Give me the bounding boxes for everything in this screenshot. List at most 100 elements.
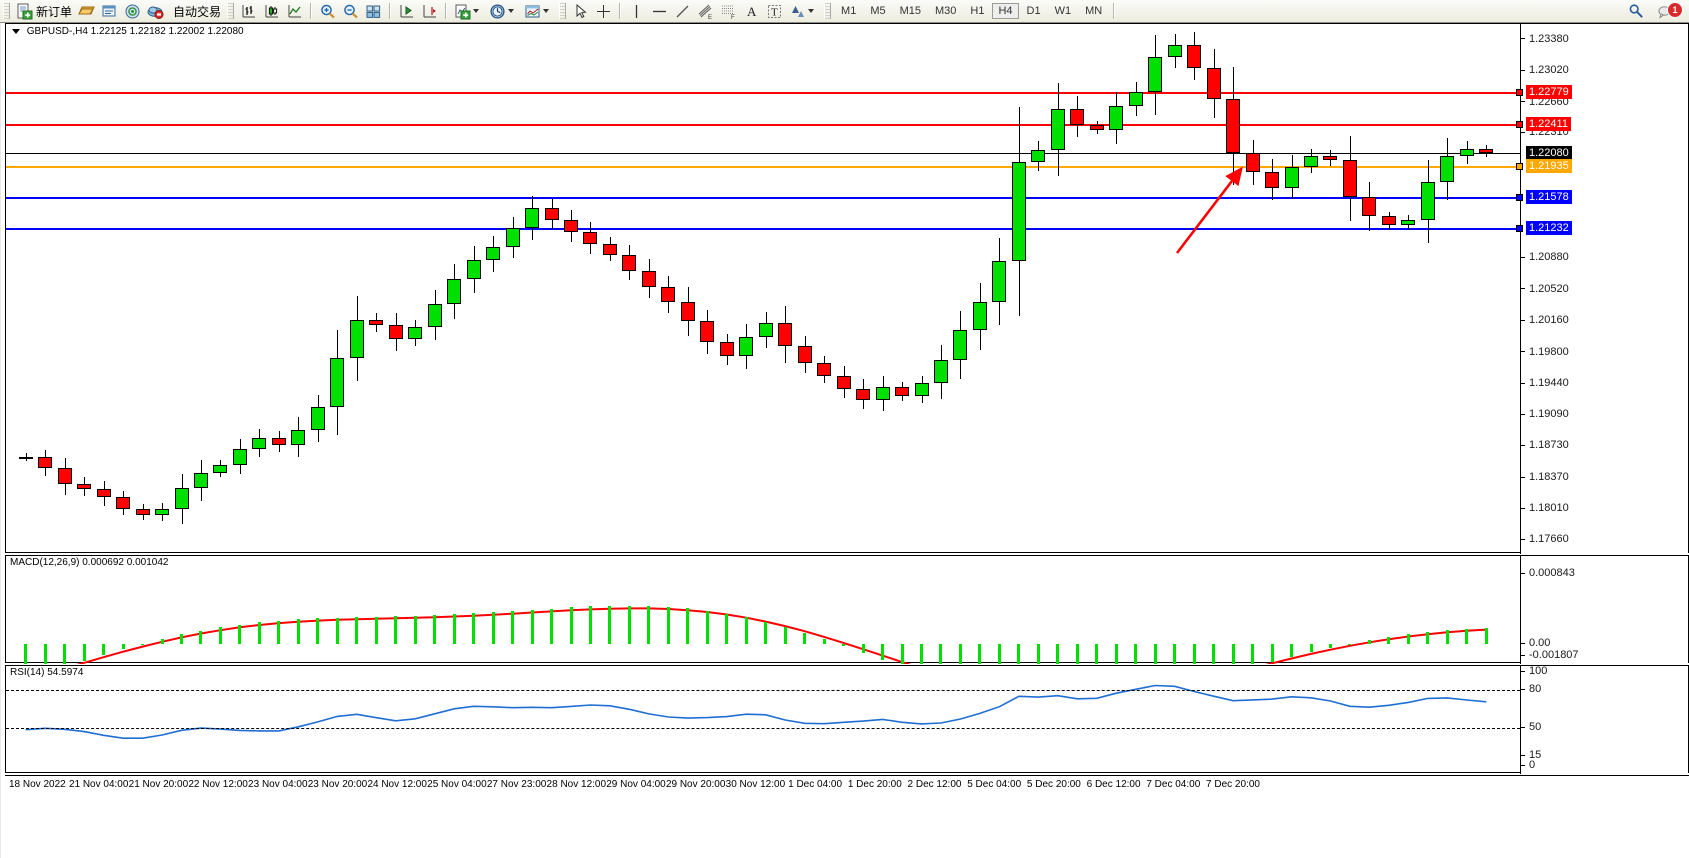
timeframe-mn[interactable]: MN [1085, 5, 1103, 17]
time-axis[interactable]: 18 Nov 2022 21 Nov 04:00 21 Nov 20:00 22 No… [5, 775, 1689, 797]
macd-bar [589, 606, 592, 644]
timeframe-h1[interactable]: H1 [970, 5, 985, 17]
horizontal-line-tool-button[interactable] [648, 1, 671, 21]
time-axis-label: 7 Dec 20:00 [1206, 779, 1260, 790]
candle-body [1090, 124, 1105, 130]
macd-bar [433, 615, 436, 644]
price-pane[interactable]: GBPUSD-,H4 1.22125 1.22182 1.22002 1.220… [5, 23, 1689, 554]
trendline-icon [674, 3, 691, 20]
chart-canvas-container[interactable]: GBPUSD-,H4 1.22125 1.22182 1.22002 1.220… [1, 23, 1689, 858]
price-tag-last-price[interactable]: 1.22080 [1526, 146, 1572, 161]
candle-body [1187, 44, 1202, 68]
timeframe-d1[interactable]: D1 [1026, 5, 1041, 17]
macd-bar [803, 633, 806, 644]
toolbar-gripper-4[interactable] [824, 3, 832, 19]
toolbar-gripper[interactable] [3, 3, 10, 19]
expert-advisor-button[interactable] [75, 1, 98, 21]
new-chart-dropdown-arrow[interactable] [473, 9, 480, 13]
candlestick-chart-button[interactable] [260, 1, 283, 21]
level-line-resistance[interactable] [6, 124, 1520, 127]
rsi-label: RSI(14) 54.5974 [10, 667, 84, 678]
trend-arrow-annotation[interactable] [6, 24, 1526, 554]
macd-bar [823, 639, 826, 644]
candle-body [681, 302, 696, 322]
zoom-in-icon [319, 3, 336, 20]
trendline-tool-button[interactable] [671, 1, 694, 21]
cursor-tool-button[interactable] [569, 1, 592, 21]
candle-body [136, 508, 151, 515]
candle-body [583, 232, 598, 244]
chart-grid-button[interactable] [362, 1, 385, 21]
price-tag-resistance[interactable]: 1.22411 [1526, 117, 1571, 132]
bar-chart-button[interactable] [237, 1, 260, 21]
templates-button[interactable] [521, 1, 556, 21]
main-toolbar: 新订单 [0, 0, 1689, 23]
toolbar-gripper-2[interactable] [227, 3, 235, 19]
candle-body [1109, 106, 1124, 130]
level-handle[interactable] [1516, 194, 1523, 202]
level-handle[interactable] [1516, 224, 1523, 232]
timeframe-h4[interactable]: H4 [992, 3, 1019, 19]
auto-scroll-button[interactable] [395, 1, 418, 21]
new-order-button[interactable]: 新订单 [13, 1, 75, 21]
period-button[interactable] [486, 1, 521, 21]
arrows-dropdown-arrow[interactable] [808, 9, 815, 13]
macd-bar [1076, 644, 1079, 664]
toolbar-separator-1 [310, 3, 313, 19]
chart-shift-button[interactable] [418, 1, 441, 21]
price-tag-support[interactable]: 1.21232 [1526, 220, 1572, 235]
level-handle[interactable] [1516, 121, 1523, 129]
rsi-pane[interactable]: RSI(14) 54.5974 100 80 50 15 0 [5, 665, 1689, 774]
period-dropdown-arrow[interactable] [508, 9, 515, 13]
rsi-tick: 50 [1521, 721, 1541, 733]
candle-body [330, 358, 345, 408]
vertical-line-tool-button[interactable] [625, 1, 648, 21]
equidistant-channel-tool-button[interactable]: E [694, 1, 717, 21]
price-axis[interactable]: 1.23380 1.23020 1.22660 1.22310 1.20880 1.205… [1520, 24, 1688, 554]
time-axis-label: 24 Nov 12:00 [367, 779, 427, 790]
macd-pane[interactable]: MACD(12,26,9) 0.000692 0.001042 0.000843… [5, 555, 1689, 664]
level-handle[interactable] [1516, 89, 1523, 97]
templates-dropdown-arrow[interactable] [543, 9, 550, 13]
candle-body [778, 323, 793, 346]
timeframe-m30[interactable]: M30 [935, 5, 957, 17]
timeframe-m5[interactable]: M5 [870, 5, 886, 17]
price-tag-support[interactable]: 1.21578 [1526, 190, 1572, 205]
fibonacci-tool-button[interactable]: F [717, 1, 740, 21]
zoom-out-button[interactable] [339, 1, 362, 21]
zoom-in-button[interactable] [316, 1, 339, 21]
market-watch-button[interactable] [121, 1, 144, 21]
navigator-button[interactable] [144, 1, 167, 21]
level-line-support[interactable] [6, 197, 1520, 200]
candle-body [798, 345, 813, 364]
macd-bar [784, 627, 787, 644]
macd-bar [842, 644, 845, 647]
timeframe-w1[interactable]: W1 [1054, 5, 1072, 17]
price-tag-resistance[interactable]: 1.22779 [1526, 85, 1572, 100]
level-line-resistance[interactable] [6, 92, 1520, 95]
notifications-button[interactable]: 1 [1657, 1, 1683, 20]
arrows-tool-button[interactable] [786, 1, 821, 21]
level-line-support[interactable] [6, 227, 1520, 230]
candle-body [1246, 153, 1261, 172]
level-line-last-price[interactable] [6, 153, 1520, 155]
text-box-tool-button[interactable]: T [763, 1, 786, 21]
toolbar-gripper-3[interactable] [559, 3, 567, 19]
level-line-pivot[interactable] [6, 166, 1520, 169]
crosshair-tool-button[interactable] [592, 1, 615, 21]
chart-collapse-arrow-icon[interactable] [12, 28, 20, 34]
level-handle[interactable] [1516, 163, 1523, 171]
timeframe-m15[interactable]: M15 [899, 5, 921, 17]
price-tag-pivot[interactable]: 1.21935 [1526, 159, 1572, 174]
terminal-button[interactable] [98, 1, 121, 21]
timeframe-m1[interactable]: M1 [841, 5, 857, 17]
candle-body [1479, 149, 1494, 154]
price-tick: 1.18370 [1521, 471, 1569, 483]
svg-text:E: E [708, 15, 712, 20]
auto-trading-button[interactable]: 自动交易 [167, 1, 224, 21]
new-chart-button[interactable] [451, 1, 486, 21]
macd-bar [1426, 632, 1429, 644]
text-tool-button[interactable]: A [740, 1, 763, 21]
search-icon[interactable] [1628, 3, 1645, 20]
line-chart-button[interactable] [283, 1, 306, 21]
